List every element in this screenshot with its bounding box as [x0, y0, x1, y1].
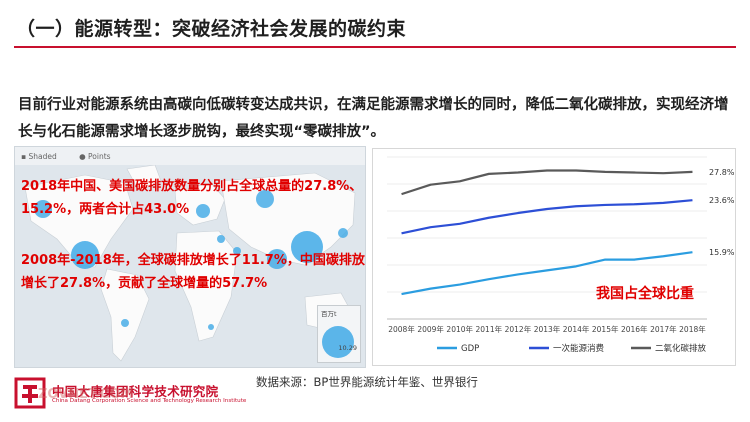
greenland-shape: [126, 164, 162, 192]
bubble-russia: [256, 190, 274, 208]
legend-label-1: 一次能源消费: [553, 343, 605, 354]
bubble-europe: [196, 204, 210, 218]
bubble-usa: [71, 241, 99, 269]
watermark: ZOVNET.COM: [38, 387, 134, 402]
bubble-small-a: [217, 235, 225, 243]
legend-label-0: GDP: [461, 344, 479, 354]
end-label-1: 23.6%: [709, 196, 735, 205]
datang-logo-icon: [14, 377, 46, 409]
x-tick-label: 2018年: [679, 324, 706, 334]
south-america-shape: [100, 268, 150, 362]
org-name-cn: 中国大唐集团科学技术研究院: [52, 384, 219, 399]
end-label-2: 27.8%: [709, 168, 735, 177]
x-tick-label: 2008年: [388, 324, 415, 334]
x-tick-label: 2009年: [417, 324, 444, 334]
map-note-1: 2018年中国、美国碳排放数量分别占全球总量的27.8%、15.2%，两者合计占…: [21, 179, 363, 217]
x-tick-label: 2016年: [621, 324, 648, 334]
x-tick-label: 2013年: [534, 324, 561, 334]
bubble-japan: [338, 228, 348, 238]
share-line-chart: 2008年 2009年 2010年 2011年 2012年 2013年 2014年 2015年…: [372, 148, 736, 366]
page-title: （一）能源转型：突破经济社会发展的碳约束: [16, 18, 407, 40]
x-tick-label: 2011年: [476, 324, 503, 334]
x-tick-label: 2012年: [505, 324, 532, 334]
bubble-india: [267, 249, 287, 269]
north-america-shape: [24, 174, 134, 268]
europe-shape: [174, 182, 226, 226]
x-tick-label: 2015年: [592, 324, 619, 334]
bubble-china: [291, 231, 323, 263]
africa-shape: [174, 230, 238, 342]
bubble-small-b: [233, 247, 241, 255]
map-legend-value: 10.29: [338, 344, 357, 352]
map-legend: 百万t 10.29: [317, 305, 361, 363]
data-source: 数据来源：BP世界能源统计年鉴、世界银行: [256, 375, 478, 389]
series-line-1: [401, 199, 693, 235]
org-name-en: China Datang Corporation Science and Tec…: [52, 398, 247, 404]
bubble-small-d: [121, 319, 129, 327]
title-divider: [14, 46, 736, 48]
bubble-brazil: [34, 200, 52, 218]
map-legend-bubble: [322, 326, 354, 358]
end-label-0: 15.9%: [709, 248, 735, 257]
map-legend-title: 百万t: [321, 310, 337, 318]
legend-label-2: 二氧化碳排放: [655, 343, 707, 354]
world-map: [24, 164, 356, 362]
line-chart-svg: 2008年 2009年 2010年 2011年 2012年 2013年 2014年 2015年…: [387, 156, 735, 354]
map-toolbar-shaded[interactable]: ▪ Shaded: [21, 152, 57, 161]
series-line-2: [401, 169, 693, 196]
world-map-panel[interactable]: ▪ Shaded ● Points 2018年中国、美国碳排放数量分别占全球总量…: [14, 146, 366, 368]
map-toolbar-points[interactable]: ● Points: [79, 152, 111, 161]
chart-callout: 我国占全球比重: [596, 286, 694, 302]
map-toolbar: ▪ Shaded ● Points: [15, 147, 365, 165]
x-tick-label: 2017年: [650, 324, 677, 334]
x-tick-label: 2014年: [563, 324, 590, 334]
x-tick-label: 2010年: [446, 324, 473, 334]
map-note-2: 2008年-2018年，全球碳排放增长了11.7%，中国碳排放增长了27.8%，…: [21, 253, 365, 291]
intro-paragraph: 目前行业对能源系统由高碳向低碳转变达成共识，在满足能源需求增长的同时，降低二氧化…: [18, 97, 729, 140]
bubble-small-e: [208, 324, 214, 330]
